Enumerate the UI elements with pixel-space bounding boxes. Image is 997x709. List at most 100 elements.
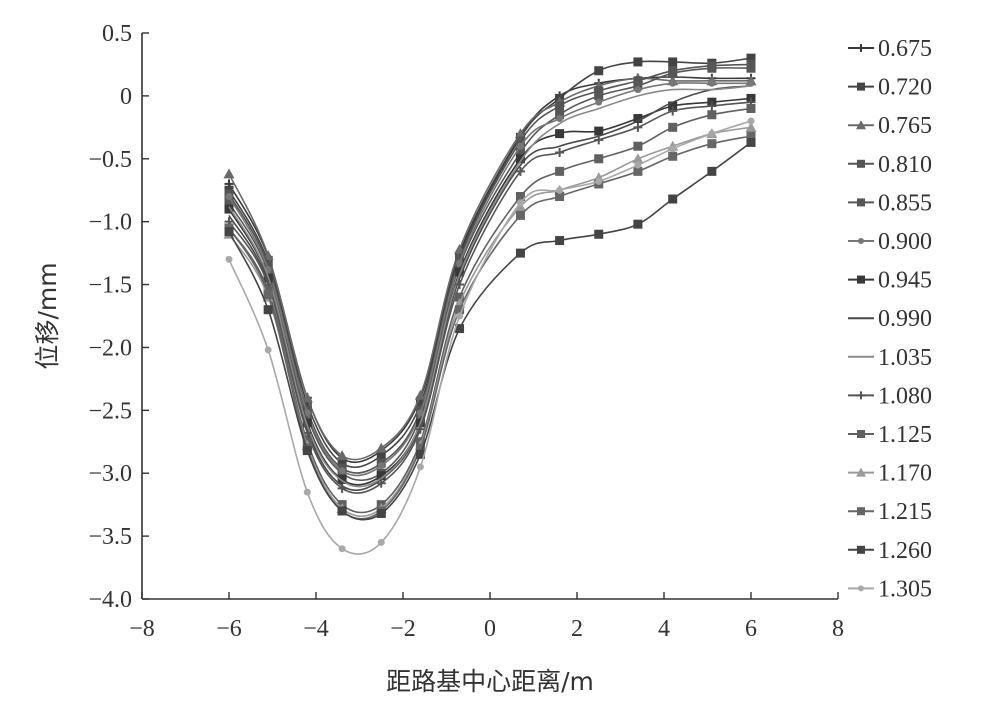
data-point <box>633 114 643 124</box>
data-point <box>555 147 565 157</box>
x-axis-title: 距路基中心距离/m <box>386 667 594 696</box>
data-point <box>633 122 643 132</box>
legend-entry: 0.675 <box>848 36 932 62</box>
legend-entry: 0.720 <box>848 75 932 101</box>
legend-label: 1.080 <box>878 383 932 409</box>
data-point <box>746 131 756 141</box>
data-point <box>632 153 644 164</box>
legend-label: 0.900 <box>878 229 932 255</box>
data-point <box>337 506 347 516</box>
data-point <box>858 585 864 592</box>
y-tick-label: 0 <box>120 84 132 110</box>
series-line <box>228 85 752 491</box>
axes: 0.5 0 −0.5 −1.0 −1.5 −2.0 −2.5 −3.0 −3.5 −4.0 −8 −6… <box>88 21 844 642</box>
data-point <box>746 63 756 73</box>
data-point <box>515 154 525 164</box>
data-point <box>594 135 604 145</box>
legend-label: 0.990 <box>878 306 932 332</box>
data-point <box>857 430 865 438</box>
data-point <box>857 275 865 284</box>
data-point <box>555 236 565 246</box>
data-point <box>555 166 565 176</box>
legend-label: 0.855 <box>878 190 932 216</box>
y-tick-label: −2.5 <box>88 398 132 424</box>
y-tick-label: −1.0 <box>88 210 132 236</box>
legend-entry: 1.080 <box>848 383 932 409</box>
data-point <box>857 507 865 516</box>
y-tick-label: −3.5 <box>88 524 132 550</box>
data-point <box>708 79 716 87</box>
data-point <box>415 412 425 422</box>
data-point <box>376 478 386 488</box>
data-point <box>633 166 643 176</box>
data-point <box>668 101 678 111</box>
x-tick-label: −6 <box>216 616 242 642</box>
data-point <box>376 508 386 518</box>
data-point <box>745 121 757 132</box>
data-point <box>456 259 464 267</box>
legend-label: 1.215 <box>878 499 932 525</box>
data-point <box>376 451 386 461</box>
series-0.900 <box>225 79 755 477</box>
data-point <box>707 63 717 73</box>
data-point <box>669 145 677 153</box>
data-point <box>515 248 525 258</box>
y-tick-label: −3.0 <box>88 461 132 487</box>
x-tick-label: −4 <box>303 616 329 642</box>
data-point <box>225 255 233 263</box>
series-1.035 <box>228 85 752 488</box>
data-point <box>302 418 312 428</box>
data-point <box>633 219 643 229</box>
data-point <box>455 292 465 302</box>
data-point <box>263 261 273 271</box>
data-point <box>224 227 234 237</box>
legend-entry: 1.170 <box>848 461 932 487</box>
data-point <box>224 198 234 208</box>
x-tick-label: −8 <box>129 616 155 642</box>
data-point <box>414 389 426 400</box>
data-point <box>455 324 465 334</box>
legend-label: 1.035 <box>878 345 932 371</box>
y-axis-title: 位移/mm <box>33 262 62 369</box>
data-point <box>856 120 866 130</box>
data-point <box>595 177 603 185</box>
data-point <box>856 467 866 477</box>
legend-label: 1.260 <box>878 538 932 564</box>
data-point <box>633 141 643 151</box>
data-point <box>707 110 717 120</box>
data-point <box>263 305 273 315</box>
series-layer <box>223 53 757 555</box>
data-point <box>338 545 346 553</box>
legend-label: 0.810 <box>878 152 932 178</box>
legend-entry: 0.945 <box>848 268 932 294</box>
data-point <box>377 462 385 470</box>
data-point <box>555 110 565 120</box>
data-point <box>857 545 865 554</box>
data-point <box>633 76 643 86</box>
data-point <box>415 399 425 409</box>
data-point <box>556 115 564 123</box>
data-point <box>669 79 677 87</box>
data-point <box>455 280 465 290</box>
x-tick-label: 4 <box>658 616 670 642</box>
data-point <box>747 79 755 87</box>
data-point <box>223 168 235 179</box>
data-point <box>416 409 424 417</box>
legend-label: 1.305 <box>878 576 932 602</box>
data-point <box>337 483 347 493</box>
data-point <box>556 186 564 194</box>
data-point <box>555 101 565 111</box>
data-point <box>376 471 386 481</box>
data-point <box>857 44 865 52</box>
data-point <box>668 194 678 204</box>
legend-label: 0.675 <box>878 36 932 62</box>
data-point <box>455 305 465 315</box>
data-point <box>857 391 865 400</box>
data-point <box>302 412 312 422</box>
legend-label: 0.945 <box>878 268 932 294</box>
x-tick-label: 2 <box>571 616 583 642</box>
y-tick-label: 0.5 <box>102 21 132 47</box>
legend-entry: 0.855 <box>848 190 932 216</box>
series-1.305 <box>225 117 755 555</box>
